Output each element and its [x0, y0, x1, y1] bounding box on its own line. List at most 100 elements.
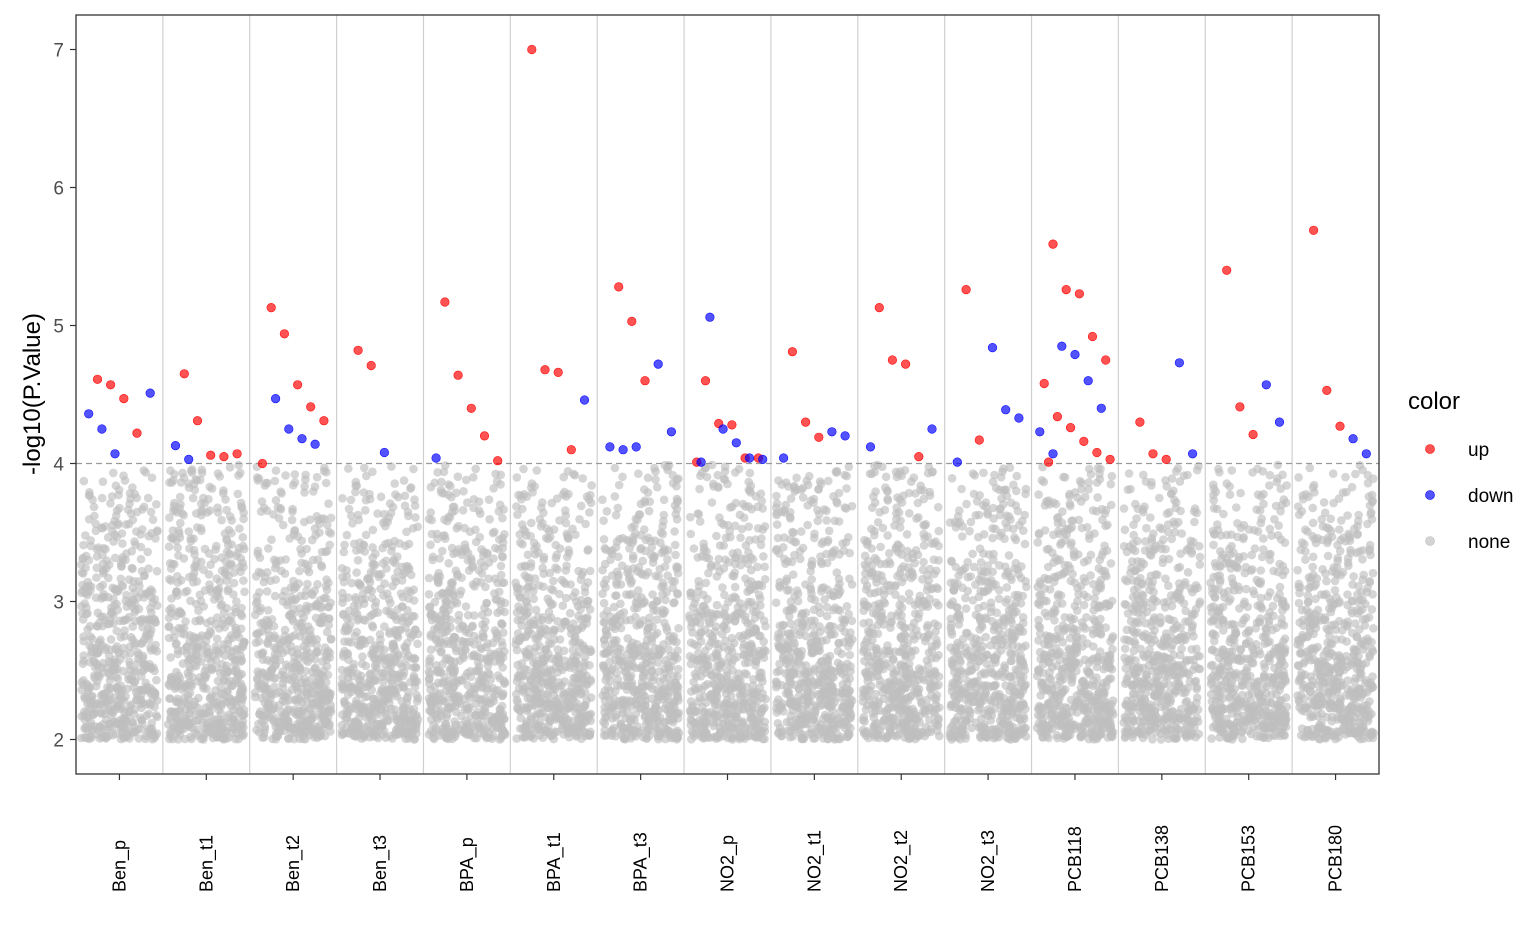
point-none: [437, 477, 446, 487]
point-none: [629, 564, 638, 573]
point-none: [262, 587, 272, 596]
point-none: [652, 615, 662, 624]
point-none: [720, 609, 729, 618]
point-none: [463, 555, 473, 565]
point-none: [252, 674, 262, 683]
point-none: [200, 499, 209, 508]
point-none: [437, 589, 447, 598]
point-none: [326, 634, 336, 644]
point-none: [560, 620, 570, 630]
point-none: [289, 576, 298, 586]
point-none: [384, 653, 394, 662]
point-none: [551, 540, 560, 550]
point-none: [321, 593, 331, 603]
point-none: [202, 719, 211, 728]
point-none: [222, 505, 231, 515]
point-none: [839, 546, 849, 555]
point-none: [344, 701, 353, 711]
point-none: [95, 722, 104, 731]
point-none: [111, 481, 121, 491]
point-none: [231, 734, 240, 744]
point-none: [223, 586, 232, 596]
point-none: [395, 728, 405, 737]
point-none: [489, 484, 498, 493]
point-none: [807, 561, 817, 570]
point-none: [190, 660, 199, 670]
point-none: [271, 575, 281, 584]
point-none: [264, 544, 273, 553]
point-none: [109, 468, 118, 478]
point-none: [267, 535, 276, 544]
point-none: [712, 531, 721, 541]
point-none: [368, 648, 377, 658]
point-none: [578, 474, 587, 483]
point-none: [369, 560, 378, 569]
point-none: [552, 494, 562, 503]
point-none: [659, 609, 668, 618]
point-none: [495, 587, 504, 597]
point-none: [545, 701, 555, 710]
category-separators: [162, 15, 1293, 774]
point-none: [320, 705, 329, 714]
point-none: [121, 596, 130, 606]
point-none: [628, 650, 638, 660]
point-none: [438, 546, 447, 556]
point-none: [424, 573, 434, 583]
point-none: [338, 494, 347, 503]
point-none: [554, 694, 563, 703]
point-none: [740, 699, 749, 708]
point-none: [267, 657, 276, 666]
point-none: [693, 509, 703, 518]
point-none: [270, 682, 279, 692]
point-none: [187, 734, 196, 744]
point-none: [371, 549, 380, 558]
point-none: [123, 505, 133, 514]
point-none: [176, 518, 185, 528]
point-none: [624, 574, 634, 584]
point-none: [599, 635, 609, 644]
point-none: [628, 660, 637, 669]
point-none: [231, 625, 240, 635]
point-none: [751, 535, 760, 544]
point-none: [266, 666, 275, 676]
point-none: [651, 571, 660, 581]
point-none: [757, 673, 767, 682]
point-none: [97, 708, 106, 717]
point-none: [744, 522, 753, 531]
point-none: [149, 663, 158, 672]
point-none: [371, 597, 381, 607]
point-none: [410, 501, 420, 511]
point-none: [481, 617, 490, 626]
point-none: [213, 701, 223, 711]
point-none: [184, 527, 194, 536]
point-none: [215, 577, 225, 586]
point-none: [701, 578, 711, 588]
point-none: [124, 519, 134, 529]
point-none: [382, 564, 391, 573]
point-none: [356, 689, 366, 698]
point-none: [295, 566, 304, 576]
point-none: [357, 659, 367, 668]
point-none: [731, 498, 741, 508]
point-none: [254, 474, 264, 483]
point-none: [99, 612, 108, 622]
point-none: [398, 681, 408, 690]
point-none: [467, 651, 477, 661]
point-none: [702, 698, 711, 707]
point-none: [195, 475, 205, 485]
point-none: [611, 510, 621, 520]
point-none: [313, 726, 323, 736]
point-none: [448, 635, 457, 645]
point-none: [234, 460, 243, 470]
point-none: [664, 665, 674, 675]
point-none: [488, 724, 497, 733]
point-none: [136, 713, 145, 723]
point-none: [259, 685, 269, 694]
point-none: [411, 662, 420, 672]
point-none: [150, 594, 160, 604]
point-none: [612, 537, 622, 546]
point-none: [135, 685, 145, 695]
point-none: [225, 549, 234, 558]
point-none: [139, 502, 149, 512]
point-none: [212, 541, 221, 551]
